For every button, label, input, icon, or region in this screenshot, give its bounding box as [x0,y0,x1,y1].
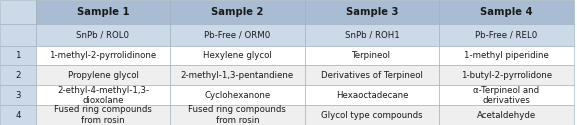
Text: Propylene glycol: Propylene glycol [68,71,138,80]
Bar [439,0,574,24]
Text: Cyclohexanone: Cyclohexanone [204,91,271,100]
Bar [36,0,170,24]
Bar [305,24,439,46]
Text: Glycol type compounds: Glycol type compounds [321,111,423,120]
Bar [439,46,574,66]
Text: 1: 1 [15,51,21,60]
Text: 1-butyl-2-pyrrolidone: 1-butyl-2-pyrrolidone [461,71,552,80]
Bar [170,85,305,105]
Bar [36,105,170,125]
Bar [439,66,574,85]
Text: Terpineol: Terpineol [353,51,391,60]
Text: 2-ethyl-4-methyl-1,3-
dioxolane: 2-ethyl-4-methyl-1,3- dioxolane [57,86,149,105]
Bar [170,24,305,46]
Text: Fused ring compounds
from rosin: Fused ring compounds from rosin [189,105,286,125]
Bar [170,66,305,85]
Text: 2-methyl-1,3-pentandiene: 2-methyl-1,3-pentandiene [181,71,294,80]
Text: SnPb / ROL0: SnPb / ROL0 [77,30,129,40]
Text: Fused ring compounds
from rosin: Fused ring compounds from rosin [54,105,152,125]
Text: SnPb / ROH1: SnPb / ROH1 [344,30,399,40]
Text: Derivatives of Terpineol: Derivatives of Terpineol [321,71,423,80]
Text: 1-methyl piperidine: 1-methyl piperidine [464,51,549,60]
Bar [170,46,305,66]
Bar [305,66,439,85]
Text: Pb-Free / REL0: Pb-Free / REL0 [475,30,537,40]
Bar [305,46,439,66]
Bar [0,0,36,24]
Bar [170,105,305,125]
Text: 2: 2 [15,71,21,80]
Bar [0,85,36,105]
Bar [0,105,36,125]
Text: 3: 3 [15,91,21,100]
Text: Pb-Free / ORM0: Pb-Free / ORM0 [204,30,271,40]
Bar [0,24,36,46]
Text: Sample 4: Sample 4 [480,7,533,17]
Bar [305,0,439,24]
Bar [439,105,574,125]
Bar [305,85,439,105]
Text: 4: 4 [15,111,21,120]
Text: Sample 1: Sample 1 [77,7,129,17]
Text: Hexylene glycol: Hexylene glycol [203,51,272,60]
Bar [36,24,170,46]
Bar [439,85,574,105]
Bar [439,24,574,46]
Bar [36,85,170,105]
Bar [170,0,305,24]
Text: α-Terpineol and
derivatives: α-Terpineol and derivatives [473,86,539,105]
Bar [0,46,36,66]
Text: Acetaldehyde: Acetaldehyde [477,111,536,120]
Bar [0,66,36,85]
Text: Hexaoctadecane: Hexaoctadecane [336,91,408,100]
Bar [36,66,170,85]
Bar [305,105,439,125]
Text: Sample 3: Sample 3 [346,7,398,17]
Text: 1-methyl-2-pyrrolidinone: 1-methyl-2-pyrrolidinone [50,51,156,60]
Bar [36,46,170,66]
Text: Sample 2: Sample 2 [211,7,264,17]
